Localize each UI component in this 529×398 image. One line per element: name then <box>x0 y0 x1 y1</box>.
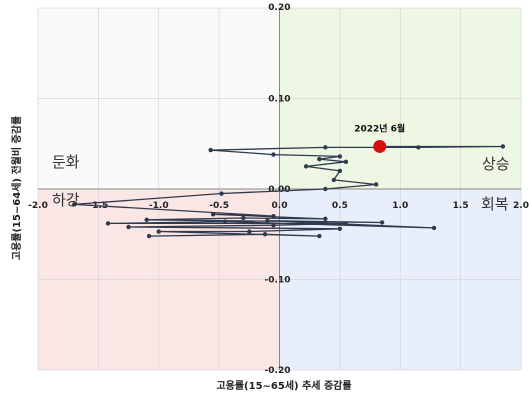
data-point <box>317 156 322 162</box>
y-axis-title: 고용률(15~64세) 전월비 증감률 <box>10 116 23 260</box>
data-point <box>156 229 161 234</box>
data-point <box>416 145 421 150</box>
y-tick-label: 0.00 <box>268 185 290 195</box>
data-series <box>72 139 506 239</box>
data-point <box>500 144 506 149</box>
data-point <box>271 223 276 228</box>
data-point <box>105 221 111 226</box>
data-point <box>210 212 216 217</box>
highlight-annotation: 2022년 6월 <box>354 122 405 134</box>
highlight-point <box>373 139 387 153</box>
data-point <box>222 219 228 224</box>
y-tick-label: 0.10 <box>268 95 290 105</box>
data-point <box>265 218 270 223</box>
data-point <box>144 217 149 222</box>
data-point <box>271 213 276 219</box>
x-tick-label: -2.0 <box>28 201 48 211</box>
data-point <box>219 191 224 196</box>
data-point <box>146 233 152 239</box>
x-tick-label: -1.0 <box>149 201 169 211</box>
data-point <box>303 164 309 169</box>
data-point <box>337 168 343 174</box>
data-point <box>271 152 276 157</box>
quadrant-label-bottom-right: 회복 <box>481 195 509 213</box>
data-point <box>241 215 246 221</box>
data-point <box>247 229 252 234</box>
data-point <box>337 226 343 232</box>
x-axis-title: 고용률(15~65세) 추세 증감률 <box>216 379 351 392</box>
x-tick-label: 0.5 <box>332 201 348 211</box>
quadrant-label-bottom-left: 하강 <box>52 191 80 209</box>
y-tick-label: 0.20 <box>268 3 290 13</box>
data-point <box>323 216 328 222</box>
axes: -2.0 -1.5 -1.0 -0.5 0.0 0.5 1.0 1.5 2.00.200.100… <box>28 3 529 376</box>
y-tick-label: -0.10 <box>265 276 291 286</box>
y-tick-label: -0.20 <box>265 366 291 376</box>
data-point <box>262 232 268 237</box>
data-point <box>323 145 328 150</box>
x-tick-label: -0.5 <box>209 201 229 211</box>
data-point <box>343 159 349 165</box>
data-point <box>379 220 385 225</box>
x-tick-label: 1.0 <box>392 201 408 211</box>
data-point <box>72 202 77 207</box>
data-point <box>208 147 213 153</box>
data-point <box>431 225 437 231</box>
x-tick-label: 2.0 <box>513 201 529 211</box>
x-tick-label: 0.0 <box>272 201 288 211</box>
data-point <box>323 186 328 192</box>
data-point <box>373 182 379 187</box>
x-tick-label: 1.5 <box>453 201 469 211</box>
data-point <box>331 177 337 183</box>
data-point <box>126 224 131 230</box>
data-point <box>317 233 322 239</box>
data-point <box>343 221 349 226</box>
quadrant-label-top-right: 상승 <box>482 155 510 173</box>
data-point <box>337 154 343 159</box>
quadrant-label-top-left: 둔화 <box>52 153 80 171</box>
